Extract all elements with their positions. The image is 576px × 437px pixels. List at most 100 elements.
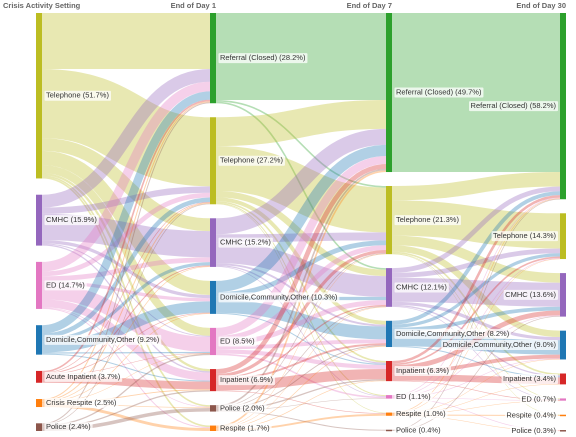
- flow-link: [41, 81, 211, 272]
- stage-title: End of Day 30: [516, 1, 566, 10]
- label-background: [44, 334, 162, 345]
- flow-link: [41, 351, 211, 354]
- flow-link: [41, 165, 211, 336]
- node-label: Police (0.3%): [511, 426, 556, 435]
- flow-link: [41, 353, 211, 382]
- node-bar: [386, 13, 392, 173]
- label-background: [503, 289, 558, 300]
- flow-link: [41, 91, 211, 334]
- node-bar: [386, 268, 392, 307]
- flow-link: [215, 253, 387, 408]
- flow-link: [41, 313, 211, 403]
- flow-link: [41, 197, 211, 338]
- stage-title: End of Day 7: [347, 1, 392, 10]
- node-label: CMHC (12.1%): [396, 282, 447, 291]
- node-label: Police (2.4%): [46, 422, 91, 431]
- node-label: ED (1.1%): [396, 392, 431, 401]
- label-background: [218, 292, 340, 303]
- flow-link: [41, 257, 211, 282]
- flow-link: [41, 307, 211, 408]
- label-background: [501, 373, 558, 384]
- node-label: Telephone (27.2%): [220, 156, 283, 165]
- flow-link: [215, 390, 387, 414]
- node-label: Telephone (14.3%): [493, 231, 556, 240]
- flow-link: [215, 339, 387, 350]
- node-label: Domicile,Community,Other (8.2%): [396, 329, 510, 338]
- flow-link: [41, 202, 211, 401]
- flow-link: [215, 144, 387, 293]
- node-bar: [560, 430, 566, 432]
- node-bar: [36, 370, 42, 383]
- flow-link: [215, 304, 387, 379]
- label-background: [44, 280, 87, 291]
- label-background: [394, 425, 443, 436]
- stage-title: Crisis Activity Setting: [3, 1, 81, 10]
- node-bar: [36, 194, 42, 246]
- flow-link: [215, 168, 387, 407]
- node-label: Domicile,Community,Other (10.3%): [220, 292, 338, 301]
- node-bar: [36, 423, 42, 431]
- flow-link: [41, 301, 211, 353]
- flow-link: [215, 349, 387, 369]
- node-label: Acute Inpatient (3.7%): [46, 372, 121, 381]
- flow-link: [41, 173, 211, 372]
- flow-link: [41, 69, 211, 208]
- flow-link: [391, 256, 561, 366]
- flow-link: [41, 284, 211, 352]
- node-bar: [386, 320, 392, 348]
- flow-link: [391, 251, 561, 376]
- flow-link: [215, 242, 387, 297]
- flow-link: [215, 240, 387, 297]
- node-bar: [386, 360, 392, 382]
- label-background: [44, 371, 123, 382]
- flow-link: [41, 99, 211, 373]
- node-bar: [560, 398, 566, 401]
- label-background: [44, 398, 119, 409]
- flow-link: [215, 164, 387, 374]
- flow-link: [215, 201, 387, 363]
- node-bar: [210, 425, 216, 431]
- flow-link: [41, 192, 211, 277]
- label-background: [218, 155, 285, 166]
- flow-link: [41, 203, 211, 425]
- flow-link: [391, 235, 561, 283]
- nodes: Telephone (51.7%) CMHC (15.9%) ED (14.7%) D…: [36, 13, 566, 436]
- label-background: [504, 410, 558, 421]
- node-label: Respite (1.7%): [220, 423, 270, 432]
- flow-link: [391, 301, 561, 341]
- label-background: [394, 409, 448, 420]
- flow-link: [391, 198, 561, 414]
- node-bar: [386, 429, 392, 432]
- node-bar: [560, 273, 566, 317]
- flow-link: [215, 101, 387, 270]
- flow-link: [215, 100, 387, 147]
- flow-link: [391, 186, 561, 273]
- label-background: [44, 422, 93, 433]
- flow-link: [215, 197, 387, 325]
- flow-link: [215, 100, 387, 188]
- flow-link: [215, 306, 387, 428]
- node-label: Domicile,Community,Other (9.2%): [46, 335, 160, 344]
- label-background: [441, 340, 558, 351]
- node-label: ED (8.5%): [220, 336, 255, 345]
- label-background: [491, 231, 558, 242]
- flow-link: [41, 175, 211, 407]
- node-label: CMHC (13.6%): [505, 290, 556, 299]
- flow-link: [215, 146, 387, 233]
- node-label: Referral (Closed) (58.2%): [471, 101, 557, 110]
- flow-link: [215, 253, 387, 428]
- node-label: Referral (Closed) (28.2%): [220, 53, 306, 62]
- flow-link: [41, 202, 211, 374]
- flow-link: [41, 243, 211, 337]
- node-label: Crisis Respite (2.5%): [46, 398, 117, 407]
- flow-link: [391, 315, 561, 431]
- node-label: Police (0.4%): [396, 425, 441, 434]
- node-bar: [36, 261, 42, 309]
- node-label: Telephone (21.3%): [396, 215, 459, 224]
- label-background: [218, 53, 308, 64]
- flow-link: [391, 245, 561, 338]
- flow-link: [41, 176, 211, 428]
- flow-link: [41, 265, 211, 375]
- node-bar: [560, 330, 566, 360]
